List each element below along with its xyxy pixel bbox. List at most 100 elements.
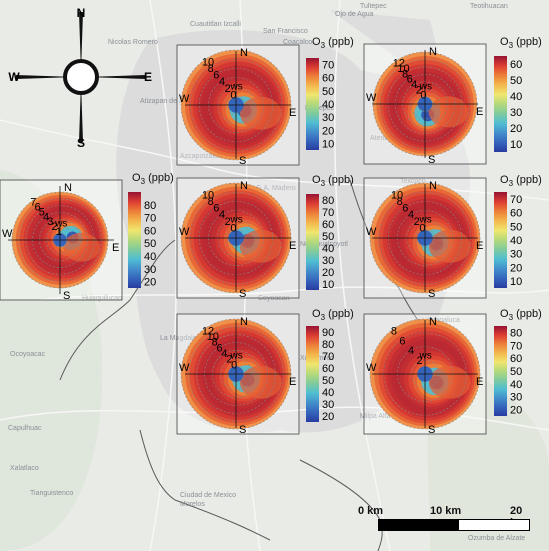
colorbar-tick: 20: [322, 411, 334, 423]
polar-dir-s: S: [63, 290, 70, 302]
ws-label: ws: [54, 219, 67, 230]
colorbar-tick: 80: [322, 195, 334, 207]
place-label: Nezahualcoyotl: [300, 241, 348, 248]
polar-surface: [370, 183, 480, 293]
compass-w: W: [8, 70, 20, 84]
compass-n: N: [77, 6, 86, 20]
ring-label: 4: [221, 348, 227, 360]
place-label: Atenco: [370, 135, 392, 142]
ring-label: 6: [217, 342, 223, 354]
colorbar-tick: 30: [510, 249, 522, 261]
colorbar-unit-label: O3 (ppb): [500, 36, 542, 51]
ring-label: 0: [231, 359, 237, 371]
colorbar-tick: 80: [144, 200, 156, 212]
ring-label: 0: [230, 89, 236, 101]
place-label: Azcapotzalco: [180, 153, 222, 160]
colorbar-tick: 80: [510, 327, 522, 339]
ring-label: 2: [225, 216, 231, 228]
colorbar-tick: 30: [144, 264, 156, 276]
polar-dir-n: N: [429, 46, 437, 58]
colorbar-tick: 30: [510, 392, 522, 404]
colorbar-tick: 30: [322, 399, 334, 411]
polar-dir-n: N: [429, 316, 437, 328]
ring-label: 6: [34, 201, 40, 213]
scale-bar: 0 km 10 km 20 km: [358, 505, 530, 545]
place-label: Teotihuacan: [470, 3, 508, 10]
place-label: Cuautitlan Izcalli: [190, 21, 241, 28]
polar-dir-e: E: [289, 376, 296, 388]
ring-label: 4: [43, 211, 49, 223]
colorbar-tick: 30: [322, 255, 334, 267]
colorbar-tick: 40: [510, 379, 522, 391]
compass-e: E: [144, 70, 152, 84]
ring-label: 4: [219, 209, 225, 221]
polar-dir-s: S: [428, 424, 435, 436]
colorbar-unit-label: O3 (ppb): [312, 174, 354, 189]
ring-label: 6: [213, 203, 219, 215]
colorbar-tick: 20: [322, 125, 334, 137]
scale-segment-white: [458, 519, 530, 531]
ring-label: 6: [213, 70, 219, 82]
place-label: Morelos: [180, 501, 205, 508]
ring-label: 2: [414, 216, 420, 228]
polar-dir-n: N: [64, 182, 72, 194]
colorbar-tick: 60: [510, 208, 522, 220]
ring-label: 12: [393, 58, 405, 70]
ring-label: 4: [219, 76, 225, 88]
polar-dir-w: W: [366, 362, 377, 374]
ring-label: 7: [30, 196, 36, 208]
place-label: Coyoacan: [258, 295, 290, 302]
colorbar-tick: 50: [322, 86, 334, 98]
polar-surface: [181, 319, 291, 429]
ring-label: 0: [420, 90, 426, 102]
place-label: Ixtapaluca: [428, 317, 460, 324]
colorbar-tick: 20: [510, 262, 522, 274]
ws-label: ws: [230, 82, 243, 93]
place-label: Ecatepec: [305, 105, 335, 112]
polar-dir-e: E: [289, 240, 296, 252]
place-label: Ozumba de Alzate: [468, 535, 525, 542]
ring-label: 0: [419, 222, 425, 234]
colorbar-tick: 20: [510, 123, 522, 135]
polar-dir-e: E: [476, 106, 483, 118]
colorbar-tick: 60: [510, 353, 522, 365]
place-label: Texcoco: [400, 178, 426, 185]
ring-label: 10: [202, 56, 214, 68]
place-label: Nicolas Romero: [108, 39, 158, 46]
scale-label-0: 0 km: [358, 505, 384, 517]
colorbar-tick: 30: [510, 107, 522, 119]
ring-label: 8: [391, 325, 397, 337]
ring-label: 1: [56, 226, 62, 238]
ring-label: 8: [208, 63, 214, 75]
polar-dir-n: N: [429, 180, 437, 192]
scale-segment-black: [378, 519, 458, 531]
colorbar-tick: 10: [510, 276, 522, 288]
ring-label: 3: [47, 216, 53, 228]
ring-label: 6: [402, 203, 408, 215]
colorbar-tick: 30: [322, 112, 334, 124]
polar-dir-e: E: [476, 240, 483, 252]
ring-label: 2: [416, 84, 422, 96]
ws-label: ws: [230, 351, 243, 362]
colorbar: [306, 58, 319, 150]
place-label: Milpa Alta: [360, 413, 390, 420]
polar-dir-n: N: [240, 47, 248, 59]
place-label: Coacalco: [283, 39, 312, 46]
place-label: Tianguistenco: [30, 490, 73, 497]
colorbar-tick: 40: [322, 387, 334, 399]
ring-label: 4: [408, 209, 414, 221]
colorbar-tick: 60: [322, 73, 334, 85]
polar-dir-s: S: [428, 154, 435, 166]
compass-rose: N S W E: [6, 2, 156, 152]
ws-label: ws: [419, 215, 432, 226]
colorbar-tick: 40: [510, 91, 522, 103]
ring-label: 8: [212, 337, 218, 349]
colorbar: [128, 192, 141, 288]
colorbar-tick: 50: [510, 366, 522, 378]
polar-dir-e: E: [112, 242, 119, 254]
colorbar-tick: 60: [510, 59, 522, 71]
colorbar-unit-label: O3 (ppb): [500, 174, 542, 189]
colorbar-tick: 10: [510, 139, 522, 151]
colorbar-tick: 50: [322, 375, 334, 387]
ring-label: 8: [402, 68, 408, 80]
